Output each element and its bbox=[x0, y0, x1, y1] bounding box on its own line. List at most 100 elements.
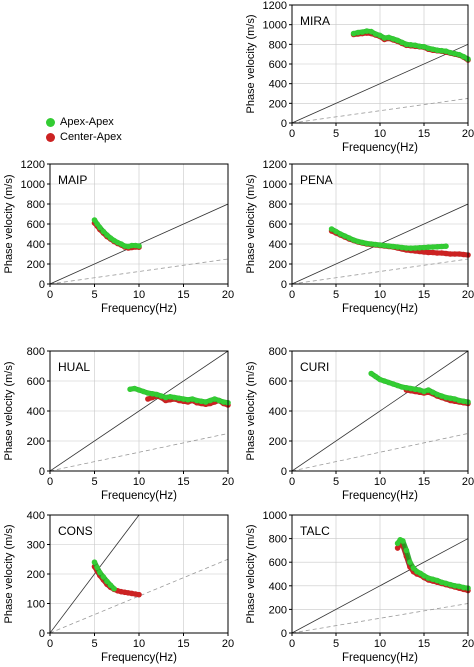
y-tick-label: 800 bbox=[269, 199, 287, 211]
x-tick-label: 0 bbox=[289, 289, 295, 301]
data-point-apex-apex bbox=[421, 43, 427, 50]
chart-cons: 0 5 10 15 200100200300400Frequency(Hz)Phase … bbox=[3, 510, 234, 664]
data-point-apex-apex bbox=[377, 32, 383, 39]
data-point-apex-apex bbox=[386, 379, 392, 386]
x-axis-label: Frequency(Hz) bbox=[342, 303, 418, 315]
data-point-apex-apex bbox=[434, 244, 441, 250]
data-point-apex-apex bbox=[149, 390, 156, 397]
y-tick-label: 0 bbox=[39, 628, 45, 640]
data-point-apex-apex bbox=[443, 243, 449, 249]
y-axis-label: Phase velocity (m/s) bbox=[245, 174, 257, 273]
data-point-apex-apex bbox=[434, 577, 441, 584]
y-tick-label: 800 bbox=[269, 534, 287, 546]
data-point-apex-apex bbox=[407, 559, 413, 565]
data-point-apex-apex bbox=[425, 244, 432, 250]
data-point-center-apex bbox=[145, 396, 151, 402]
data-point-apex-apex bbox=[447, 49, 454, 56]
data-point-apex-apex bbox=[452, 50, 458, 57]
y-axis-label: Phase velocity (m/s) bbox=[3, 174, 15, 273]
data-point-apex-apex bbox=[421, 388, 427, 395]
y-tick-label: 100 bbox=[27, 599, 45, 611]
data-point-apex-apex bbox=[136, 243, 142, 249]
data-point-apex-apex bbox=[421, 244, 427, 251]
data-point-apex-apex bbox=[337, 231, 344, 237]
y-tick-label: 400 bbox=[269, 79, 287, 91]
data-point-apex-apex bbox=[131, 385, 138, 392]
data-point-center-apex bbox=[456, 251, 463, 257]
x-tick-label: 0 bbox=[47, 476, 53, 488]
data-point-apex-apex bbox=[162, 394, 169, 401]
data-point-apex-apex bbox=[438, 579, 445, 586]
reference-line-dashed bbox=[50, 433, 228, 471]
legend-marker-apex-apex bbox=[46, 117, 55, 127]
x-tick-label: 20 bbox=[462, 476, 474, 488]
series-apex-apex bbox=[350, 28, 471, 62]
x-tick-label: 10 bbox=[133, 289, 145, 301]
station-label: CURI bbox=[300, 360, 329, 374]
y-tick-label: 200 bbox=[269, 98, 287, 110]
reference-line-dashed bbox=[292, 433, 468, 471]
data-point-apex-apex bbox=[127, 386, 133, 393]
legend-label-center-apex: Center-Apex bbox=[60, 131, 122, 143]
y-axis-label: Phase velocity (m/s) bbox=[245, 524, 257, 623]
series-center-apex bbox=[328, 228, 471, 258]
y-tick-label: 200 bbox=[27, 259, 45, 271]
data-point-apex-apex bbox=[107, 582, 114, 589]
data-point-apex-apex bbox=[443, 48, 449, 55]
data-point-apex-apex bbox=[438, 47, 445, 54]
x-tick-label: 20 bbox=[462, 638, 474, 650]
x-tick-label: 5 bbox=[333, 128, 339, 140]
reference-line-dashed bbox=[50, 258, 228, 284]
data-point-center-apex bbox=[136, 591, 142, 598]
data-point-apex-apex bbox=[216, 397, 222, 404]
y-tick-label: 800 bbox=[27, 346, 45, 358]
data-point-apex-apex bbox=[394, 244, 401, 250]
legend-item-center-apex: Center-Apex bbox=[46, 130, 122, 144]
data-point-apex-apex bbox=[368, 241, 375, 247]
y-tick-label: 200 bbox=[269, 259, 287, 271]
y-tick-label: 0 bbox=[281, 466, 287, 478]
data-point-apex-apex bbox=[328, 226, 335, 232]
station-label: CONS bbox=[58, 524, 93, 538]
y-tick-label: 0 bbox=[281, 628, 287, 640]
y-tick-label: 600 bbox=[27, 376, 45, 388]
data-point-apex-apex bbox=[412, 386, 419, 393]
chart-maip: 0 5 10 15 20020040060080010001200Frequency(H… bbox=[3, 159, 234, 315]
x-tick-label: 5 bbox=[333, 476, 339, 488]
data-point-apex-apex bbox=[443, 394, 449, 401]
x-tick-label: 15 bbox=[177, 289, 189, 301]
data-point-apex-apex bbox=[408, 245, 414, 251]
station-label: PENA bbox=[300, 173, 333, 187]
data-point-apex-apex bbox=[346, 235, 353, 241]
x-tick-label: 15 bbox=[418, 638, 430, 650]
y-tick-label: 1200 bbox=[263, 0, 287, 12]
x-axis-label: Frequency(Hz) bbox=[342, 142, 418, 154]
data-point-apex-apex bbox=[91, 217, 98, 223]
data-point-apex-apex bbox=[145, 390, 151, 396]
data-point-apex-apex bbox=[400, 538, 406, 544]
data-point-apex-apex bbox=[207, 397, 213, 404]
data-point-apex-apex bbox=[434, 47, 441, 54]
y-tick-label: 1000 bbox=[263, 510, 287, 522]
data-point-apex-apex bbox=[456, 51, 463, 58]
data-point-apex-apex bbox=[372, 241, 379, 248]
data-point-apex-apex bbox=[140, 388, 147, 395]
y-tick-label: 1000 bbox=[263, 20, 287, 32]
y-tick-label: 1000 bbox=[263, 179, 287, 191]
data-point-center-apex bbox=[430, 249, 436, 256]
y-tick-label: 200 bbox=[27, 436, 45, 448]
data-point-apex-apex bbox=[364, 28, 370, 34]
reference-line-dashed bbox=[292, 258, 468, 284]
y-tick-label: 1200 bbox=[21, 159, 45, 171]
data-point-apex-apex bbox=[443, 580, 449, 587]
series-apex-apex bbox=[127, 385, 231, 406]
data-point-apex-apex bbox=[408, 42, 414, 48]
data-point-apex-apex bbox=[355, 29, 361, 36]
legend-item-apex-apex: Apex-Apex bbox=[46, 115, 114, 129]
x-tick-label: 10 bbox=[133, 638, 145, 650]
data-point-apex-apex bbox=[430, 389, 436, 396]
data-point-apex-apex bbox=[185, 396, 191, 403]
data-point-apex-apex bbox=[394, 382, 401, 389]
data-point-apex-apex bbox=[355, 238, 361, 245]
data-point-center-apex bbox=[394, 545, 401, 551]
